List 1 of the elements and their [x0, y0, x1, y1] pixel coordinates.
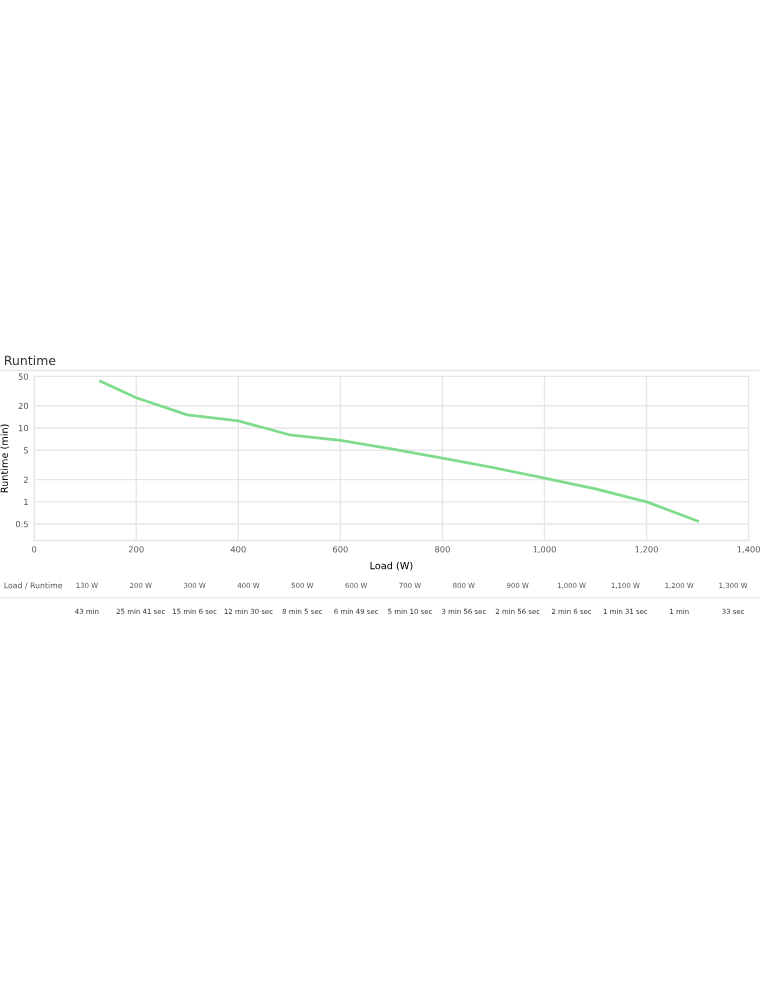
line-series — [99, 379, 699, 523]
